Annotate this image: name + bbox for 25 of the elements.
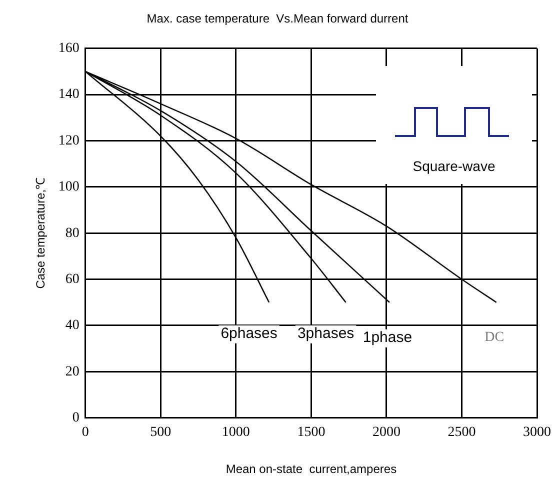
x-tick-label: 2000 — [372, 424, 400, 440]
series-label: 3phases — [297, 325, 354, 342]
inset-panel: Square-wave — [376, 66, 532, 184]
text: DC — [484, 330, 504, 346]
y-tick-label: 40 — [65, 318, 80, 334]
y-axis-title: Case temperature,℃ — [34, 177, 48, 289]
series-label: 6phases — [220, 325, 278, 342]
annotation: Square-wave — [412, 158, 496, 174]
y-tick-label: 140 — [58, 87, 80, 102]
text: 1phase — [362, 329, 412, 346]
y-tick-label: 80 — [65, 226, 80, 241]
chart-title: Max. case temperature Vs.Mean forward durrent — [146, 12, 409, 26]
x-tick-label: 3000 — [523, 424, 551, 440]
y-tick-label: 20 — [65, 364, 80, 380]
x-tick-label: 500 — [150, 424, 172, 440]
x-tick-label: 1000 — [222, 424, 250, 440]
y-tick-label: 100 — [58, 180, 80, 195]
x-axis-title: Mean on-state current,amperes — [226, 462, 397, 476]
y-tick-label: 160 — [58, 41, 80, 56]
y-tick-label: 0 — [72, 410, 80, 426]
y-tick-label: 120 — [58, 133, 80, 148]
y-tick-label: 60 — [65, 272, 80, 287]
x-tick-label: 1500 — [297, 424, 326, 440]
x-tick-label: 0 — [82, 424, 89, 440]
x-tick-label: 2500 — [448, 424, 476, 440]
